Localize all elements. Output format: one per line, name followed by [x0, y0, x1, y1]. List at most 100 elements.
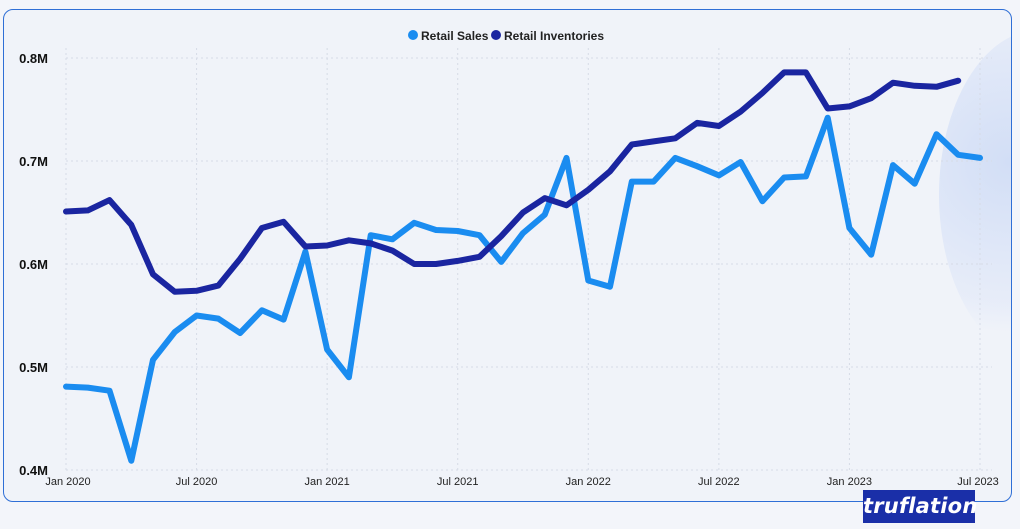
data-point[interactable] [106, 387, 114, 395]
data-point[interactable] [127, 457, 135, 465]
data-point[interactable] [410, 219, 418, 227]
data-point[interactable] [497, 232, 505, 240]
data-point[interactable] [693, 162, 701, 170]
data-point[interactable] [606, 167, 614, 175]
data-point[interactable] [149, 270, 157, 278]
data-point[interactable] [367, 231, 375, 239]
data-point[interactable] [867, 94, 875, 102]
data-point[interactable] [715, 122, 723, 130]
data-point[interactable] [758, 197, 766, 205]
data-point[interactable] [388, 247, 396, 255]
data-point[interactable] [911, 180, 919, 188]
data-point[interactable] [62, 208, 70, 216]
data-point[interactable] [236, 255, 244, 263]
data-point[interactable] [171, 328, 179, 336]
data-point[interactable] [497, 258, 505, 266]
data-point[interactable] [519, 209, 527, 217]
data-point[interactable] [84, 384, 92, 392]
data-point[interactable] [737, 108, 745, 116]
x-tick-label: Jul 2021 [437, 476, 479, 488]
data-point[interactable] [802, 68, 810, 76]
data-point[interactable] [758, 89, 766, 97]
data-point[interactable] [541, 194, 549, 202]
data-point[interactable] [519, 229, 527, 237]
x-tick-label: Jan 2021 [305, 476, 350, 488]
data-point[interactable] [671, 134, 679, 142]
data-point[interactable] [867, 251, 875, 259]
data-point[interactable] [323, 346, 331, 354]
data-point[interactable] [824, 114, 832, 122]
data-point[interactable] [628, 141, 636, 149]
data-point[interactable] [476, 253, 484, 261]
data-point[interactable] [889, 79, 897, 87]
legend-label-retail-sales[interactable]: Retail Sales [421, 29, 489, 43]
data-point[interactable] [584, 186, 592, 194]
data-point[interactable] [671, 154, 679, 162]
data-point[interactable] [367, 239, 375, 247]
x-tick-label: Jan 2022 [566, 476, 611, 488]
data-point[interactable] [780, 68, 788, 76]
data-point[interactable] [127, 221, 135, 229]
data-point[interactable] [889, 161, 897, 169]
x-tick-label: Jan 2023 [827, 476, 872, 488]
y-tick-label: 0.6M [19, 257, 48, 272]
data-point[interactable] [845, 224, 853, 232]
data-point[interactable] [650, 137, 658, 145]
legend-label-retail-inventories[interactable]: Retail Inventories [504, 29, 604, 43]
data-point[interactable] [737, 158, 745, 166]
data-point[interactable] [106, 196, 114, 204]
x-tick-label: Jul 2023 [957, 476, 999, 488]
data-point[interactable] [563, 201, 571, 209]
data-point[interactable] [388, 235, 396, 243]
data-point[interactable] [323, 242, 331, 250]
data-point[interactable] [432, 226, 440, 234]
series-line-retail-inventories[interactable] [63, 69, 962, 295]
data-point[interactable] [954, 151, 962, 159]
data-point[interactable] [606, 283, 614, 291]
data-point[interactable] [715, 171, 723, 179]
data-point[interactable] [301, 243, 309, 251]
data-point[interactable] [563, 154, 571, 162]
data-point[interactable] [933, 130, 941, 138]
data-point[interactable] [454, 257, 462, 265]
data-point[interactable] [780, 174, 788, 182]
data-point[interactable] [258, 224, 266, 232]
data-point[interactable] [345, 236, 353, 244]
data-point[interactable] [911, 82, 919, 90]
grid-layer [65, 48, 992, 471]
data-point[interactable] [193, 312, 201, 320]
data-point[interactable] [541, 211, 549, 219]
data-point[interactable] [693, 119, 701, 127]
data-point[interactable] [258, 306, 266, 314]
data-point[interactable] [280, 218, 288, 226]
data-point[interactable] [236, 329, 244, 337]
data-point[interactable] [149, 356, 157, 364]
data-point[interactable] [824, 105, 832, 113]
legend-marker-retail-sales[interactable] [408, 30, 418, 40]
data-point[interactable] [454, 227, 462, 235]
data-point[interactable] [976, 154, 984, 162]
legend-marker-retail-inventories[interactable] [491, 30, 501, 40]
data-point[interactable] [345, 373, 353, 381]
series-line-retail-sales[interactable] [63, 114, 983, 464]
data-point[interactable] [171, 288, 179, 296]
legend[interactable]: Retail Sales Retail Inventories [408, 29, 604, 43]
data-point[interactable] [410, 260, 418, 268]
data-point[interactable] [62, 383, 70, 391]
x-tick-label: Jul 2020 [176, 476, 218, 488]
data-point[interactable] [193, 287, 201, 295]
data-point[interactable] [584, 277, 592, 285]
data-point[interactable] [432, 260, 440, 268]
data-point[interactable] [845, 102, 853, 110]
data-point[interactable] [933, 83, 941, 91]
x-tick-label: Jan 2020 [45, 476, 90, 488]
data-point[interactable] [802, 172, 810, 180]
data-point[interactable] [214, 282, 222, 290]
data-point[interactable] [84, 206, 92, 214]
data-point[interactable] [650, 178, 658, 186]
data-point[interactable] [280, 316, 288, 324]
data-point[interactable] [628, 178, 636, 186]
data-point[interactable] [954, 77, 962, 85]
data-point[interactable] [476, 231, 484, 239]
data-point[interactable] [214, 315, 222, 323]
